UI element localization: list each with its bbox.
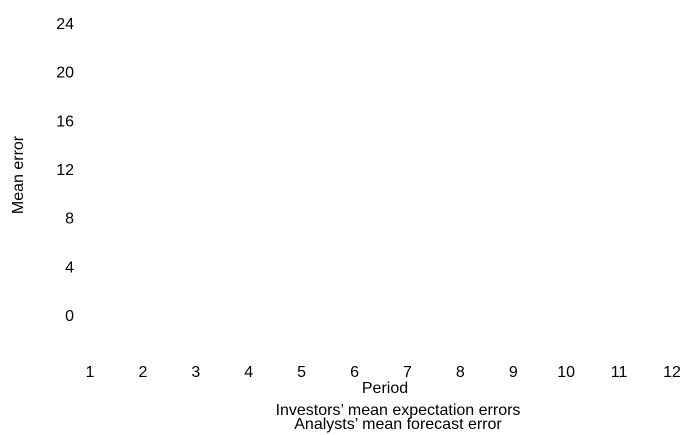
y-axis-label: Mean error [10, 135, 27, 214]
legend-entry: Analysts’ mean forecast error [294, 416, 502, 433]
x-tick-label: 7 [403, 364, 412, 381]
y-tick-label: 24 [56, 16, 74, 33]
x-tick-label: 1 [86, 364, 95, 381]
x-axis-ticks: 1 2 3 4 5 6 7 8 9 10 11 12 [86, 364, 681, 381]
x-tick-label: 4 [244, 364, 253, 381]
legend: Investors’ mean expectation errorsAnalys… [276, 402, 521, 433]
x-tick-label: 6 [350, 364, 359, 381]
x-tick-label: 12 [663, 364, 681, 381]
y-tick-label: 8 [65, 211, 74, 228]
x-tick-label: 9 [509, 364, 518, 381]
y-tick-label: 4 [65, 259, 74, 276]
x-axis-label: Period [362, 380, 408, 397]
legend-entry: Investors’ mean expectation errors [276, 402, 521, 419]
x-tick-label: 2 [138, 364, 147, 381]
y-tick-label: 20 [56, 65, 74, 82]
y-tick-label: 0 [65, 308, 74, 325]
x-tick-label: 10 [557, 364, 575, 381]
x-tick-label: 8 [456, 364, 465, 381]
x-tick-label: 3 [191, 364, 200, 381]
x-tick-label: 11 [611, 364, 628, 381]
x-tick-label: 5 [297, 364, 306, 381]
y-tick-label: 16 [56, 113, 74, 130]
y-axis-ticks: 0 4 8 12 16 20 24 [56, 16, 74, 325]
y-tick-label: 12 [56, 162, 74, 179]
